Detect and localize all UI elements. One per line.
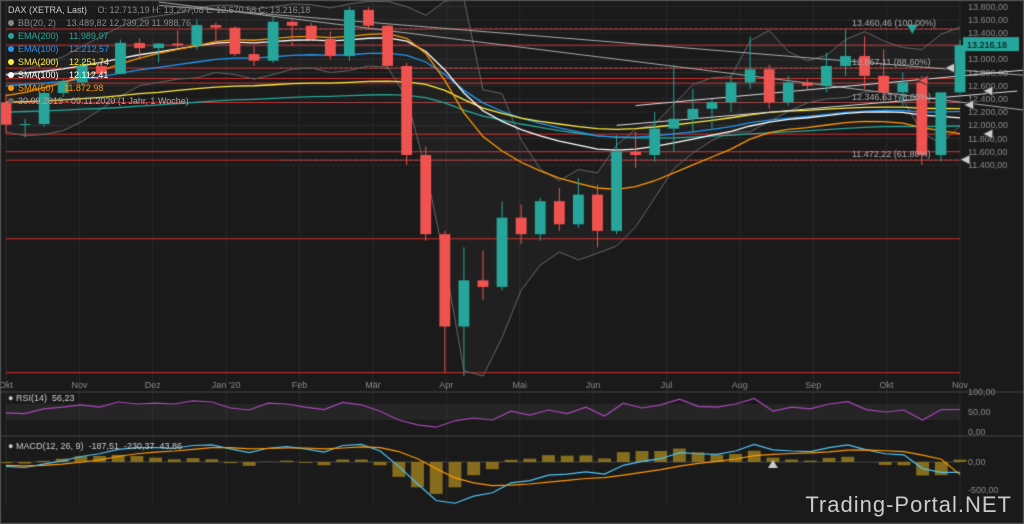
watermark: Trading-Portal.NET: [805, 492, 1012, 518]
indicator-row: SMA(200) 12.251,74: [8, 56, 310, 68]
symbol-label: DAX (XETRA, Last): [8, 4, 87, 16]
date-range: 30.09.2019 - 09.11.2020 (1 Jahr, 1 Woche…: [18, 95, 189, 107]
indicator-row: BB(20, 2) 13.489,82 12.739,29 11.988,76: [8, 17, 310, 29]
indicator-row: SMA(100) 12.112,41: [8, 69, 310, 81]
ohlc-label: O: 12.713,19 H: 13.297,08 L: 12.670,58 C…: [98, 4, 311, 16]
indicator-row: EMA(100) 12.212,57: [8, 43, 310, 55]
indicator-row: EMA(200) 11.989,97: [8, 30, 310, 42]
legend-panel: DAX (XETRA, Last) O: 12.713,19 H: 13.297…: [8, 4, 310, 108]
indicator-row: SMA(50) 11.872,98: [8, 82, 310, 94]
